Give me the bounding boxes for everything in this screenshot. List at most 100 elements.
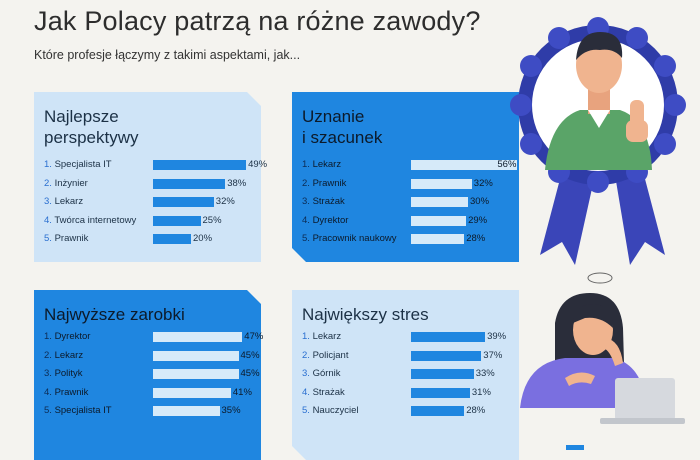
bar (153, 178, 226, 189)
category-label: Lekarz (54, 196, 84, 208)
rank-number: 5. (44, 405, 55, 417)
value-label: 25% (202, 214, 222, 226)
rank-number: 2. (44, 177, 55, 189)
ribbon-left (540, 160, 595, 265)
category-label: Lekarz (312, 159, 342, 170)
value-label: 56% (497, 159, 517, 170)
bar (411, 160, 518, 170)
category-label: Policjant (312, 349, 349, 361)
category-label: Górnik (312, 368, 341, 380)
rank-number: 4. (302, 214, 313, 226)
category-label: Dyrektor (54, 331, 91, 342)
rank-number: 1. (302, 159, 313, 170)
category-label: Prawnik (54, 233, 89, 245)
chart-card-best-prospects: Najlepsze perspektywy 1. Specjalista IT 4… (34, 92, 267, 262)
rank-number: 4. (44, 214, 55, 226)
value-label: 35% (221, 405, 241, 417)
category-label: Inżynier (54, 177, 88, 189)
bar (153, 197, 214, 208)
value-label: 41% (232, 386, 252, 398)
woman-figure (520, 293, 645, 408)
rank-number: 3. (44, 368, 55, 380)
category-label: Specjalista IT (54, 405, 112, 417)
value-label: 28% (466, 233, 486, 245)
value-label: 28% (466, 405, 486, 417)
value-label: 20% (193, 233, 213, 245)
stress-swirl-icon (587, 272, 613, 284)
bar-row: 2. Policjant 37% (302, 349, 519, 362)
category-label: Specjalista IT (54, 159, 112, 170)
rank-number: 5. (302, 233, 313, 245)
bar (411, 234, 465, 245)
bar-row: 4. Dyrektor 29% (302, 214, 519, 227)
rank-number: 2. (302, 349, 313, 361)
category-label: Dyrektor (312, 214, 349, 226)
chart-title: Uznanie i szacunek (302, 107, 383, 147)
bar (411, 350, 482, 361)
bar-row: 5. Nauczyciel 28% (302, 404, 519, 417)
category-label: Pracownik naukowy (312, 233, 397, 245)
bar (411, 215, 467, 226)
rank-number: 3. (302, 368, 313, 380)
rank-number: 2. (302, 177, 313, 189)
bar-row: 1. Lekarz 56% (302, 158, 519, 171)
rank-number: 2. (44, 349, 55, 361)
rank-number: 4. (302, 386, 313, 398)
bar (153, 387, 231, 398)
rank-number: 1. (302, 331, 313, 342)
value-label: 49% (248, 159, 268, 170)
chart-card-highest-earnings: Najwyższe zarobki 1. Dyrektor 47% 2. Lekar… (34, 290, 263, 460)
rank-number: 5. (302, 405, 313, 417)
bar-row: 3. Górnik 33% (302, 367, 519, 380)
category-label: Lekarz (312, 331, 342, 342)
category-label: Prawnik (312, 177, 347, 189)
category-label: Lekarz (54, 349, 84, 361)
value-label: 30% (470, 196, 490, 208)
bar-row: 4. Twórca internetowy 25% (44, 214, 261, 227)
bar (153, 350, 239, 361)
category-label: Strażak (312, 386, 345, 398)
bar-row: 3. Lekarz 32% (44, 195, 261, 208)
man-figure (545, 32, 652, 170)
value-label: 33% (475, 368, 495, 380)
bar (411, 178, 472, 189)
value-label: 32% (473, 177, 493, 189)
bar-row: 3. Strażak 30% (302, 195, 519, 208)
category-label: Strażak (312, 196, 345, 208)
value-label: 38% (227, 177, 247, 189)
category-label: Twórca internetowy (54, 214, 137, 226)
bar-row: 1. Lekarz 39% (302, 330, 519, 343)
stressed-woman-illustration (520, 272, 685, 424)
chart-title: Najwyższe zarobki (44, 305, 185, 324)
chart-title: Największy stres (302, 305, 429, 324)
category-label: Prawnik (54, 386, 89, 398)
rank-number: 3. (302, 196, 313, 208)
bar-row: 4. Prawnik 41% (44, 386, 261, 399)
value-label: 31% (471, 386, 491, 398)
bar (153, 369, 239, 380)
bar-row: 2. Inżynier 38% (44, 177, 261, 190)
award-man-illustration (510, 17, 686, 265)
bar (153, 406, 220, 417)
rank-number: 1. (44, 331, 55, 342)
bar (153, 234, 191, 245)
bar-row: 1. Dyrektor 47% (44, 330, 263, 343)
bar-row: 2. Lekarz 45% (44, 349, 261, 362)
rank-number: 5. (44, 233, 55, 245)
chart-card-most-stress: Największy stres 1. Lekarz 39% 2. Policjan… (292, 290, 519, 460)
rank-number: 4. (44, 386, 55, 398)
bar-row: 3. Polityk 45% (44, 367, 261, 380)
value-label: 29% (468, 214, 488, 226)
chart-card-recognition: Uznanie i szacunek 1. Lekarz 56% 2. Prawni… (292, 92, 519, 262)
bar-row: 5. Pracownik naukowy 28% (302, 232, 519, 245)
bar-row: 4. Strażak 31% (302, 386, 519, 399)
value-label: 37% (483, 349, 503, 361)
chart-title: Najlepsze perspektywy (44, 107, 139, 147)
laptop-icon (600, 378, 685, 424)
bottom-marker (566, 445, 584, 450)
category-label: Polityk (54, 368, 83, 380)
category-label: Nauczyciel (312, 405, 359, 417)
rank-number: 3. (44, 196, 55, 208)
bar (411, 197, 468, 208)
bar (153, 332, 243, 342)
